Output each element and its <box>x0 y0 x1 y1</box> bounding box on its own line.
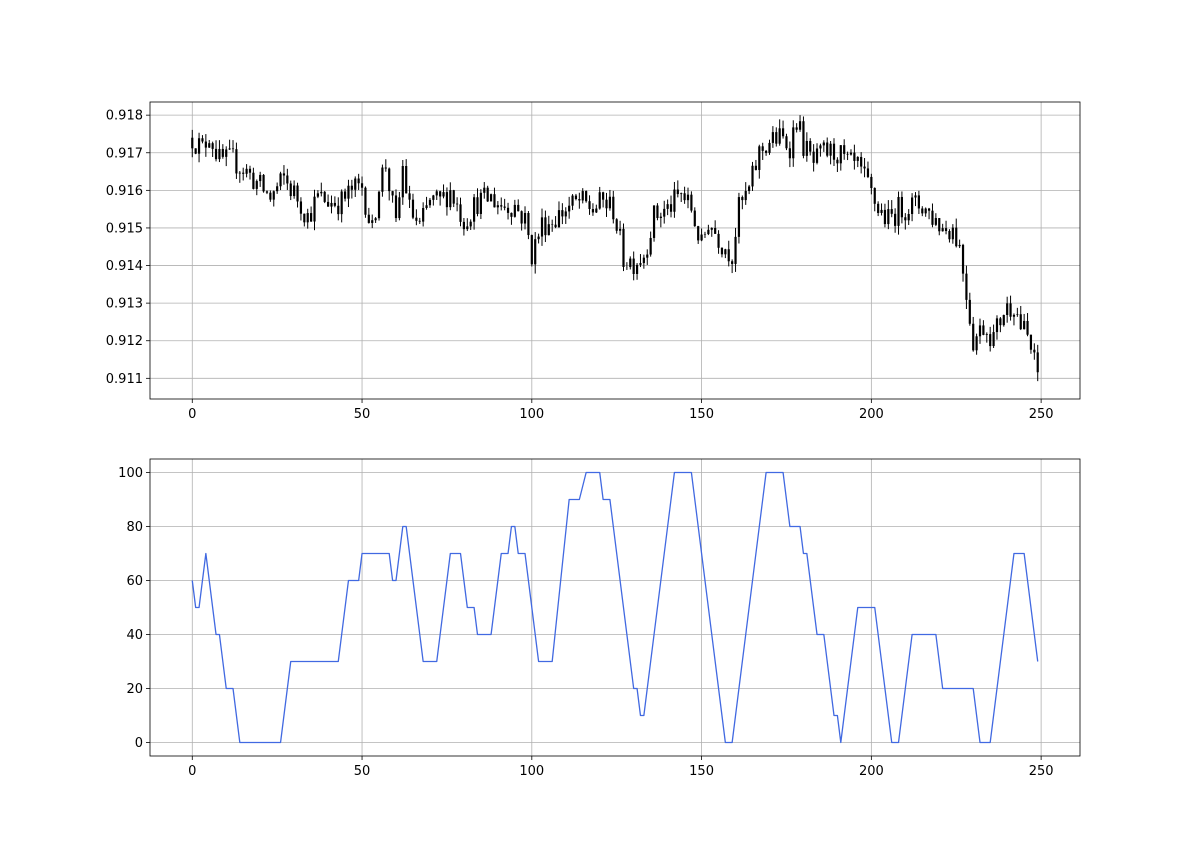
y-tick-label: 60 <box>126 574 143 589</box>
x-tick-label: 100 <box>519 764 544 779</box>
y-tick-label: 0 <box>135 736 143 751</box>
y-tick-label: 0.914 <box>106 259 143 274</box>
x-tick-label: 200 <box>859 764 884 779</box>
x-tick-label: 0 <box>188 764 196 779</box>
x-tick-label: 250 <box>1029 407 1054 422</box>
y-tick-label: 100 <box>118 466 143 481</box>
x-tick-label: 250 <box>1029 764 1054 779</box>
x-tick-label: 0 <box>188 407 196 422</box>
axes-frame <box>149 101 1081 400</box>
x-tick-label: 200 <box>859 407 884 422</box>
y-tick-label: 0.916 <box>106 184 143 199</box>
x-tick-label: 150 <box>689 764 714 779</box>
y-tick-label: 0.913 <box>106 297 143 312</box>
y-tick-label: 80 <box>126 520 143 535</box>
x-tick-label: 150 <box>689 407 714 422</box>
x-tick-label: 50 <box>354 764 371 779</box>
axes-1: 0 50 100 150 200 250 0.911 0.912 0.913 0.914 0.915… <box>106 101 1081 422</box>
y-tick-label: 0.911 <box>106 372 143 387</box>
x-tick-label: 50 <box>354 407 371 422</box>
ohlc-bars <box>191 115 1039 382</box>
axes-frame <box>149 458 1081 757</box>
y-tick-label: 0.918 <box>106 109 143 124</box>
y-tick-label: 0.915 <box>106 221 143 236</box>
y-tick-label: 0.912 <box>106 334 143 349</box>
series-line <box>191 471 1039 744</box>
y-tick-label: 40 <box>126 628 143 643</box>
axes-2: 0 50 100 150 200 250 0 20 40 60 80 100 <box>118 458 1081 779</box>
y-tick-label: 20 <box>126 682 143 697</box>
x-tick-label: 100 <box>519 407 544 422</box>
y-tick-label: 0.917 <box>106 146 143 161</box>
